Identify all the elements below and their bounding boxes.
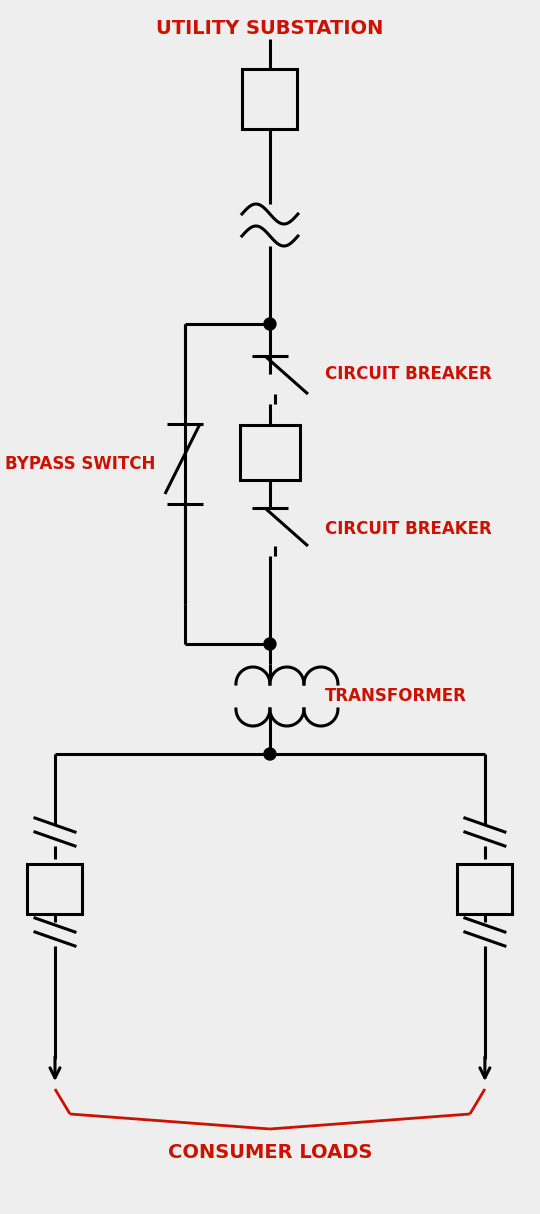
Circle shape	[264, 639, 276, 649]
Bar	[242, 69, 298, 129]
Text: CIRCUIT BREAKER: CIRCUIT BREAKER	[325, 520, 492, 538]
Bar	[240, 425, 300, 480]
Circle shape	[264, 318, 276, 330]
Text: TRANSFORMER: TRANSFORMER	[325, 687, 467, 705]
Bar	[28, 864, 83, 914]
Text: UTILITY SUBSTATION: UTILITY SUBSTATION	[156, 19, 383, 39]
Circle shape	[264, 748, 276, 760]
Bar	[457, 864, 512, 914]
Text: BYPASS SWITCH: BYPASS SWITCH	[5, 455, 156, 473]
Text: CIRCUIT BREAKER: CIRCUIT BREAKER	[325, 365, 492, 382]
Text: CONSUMER LOADS: CONSUMER LOADS	[168, 1142, 372, 1162]
